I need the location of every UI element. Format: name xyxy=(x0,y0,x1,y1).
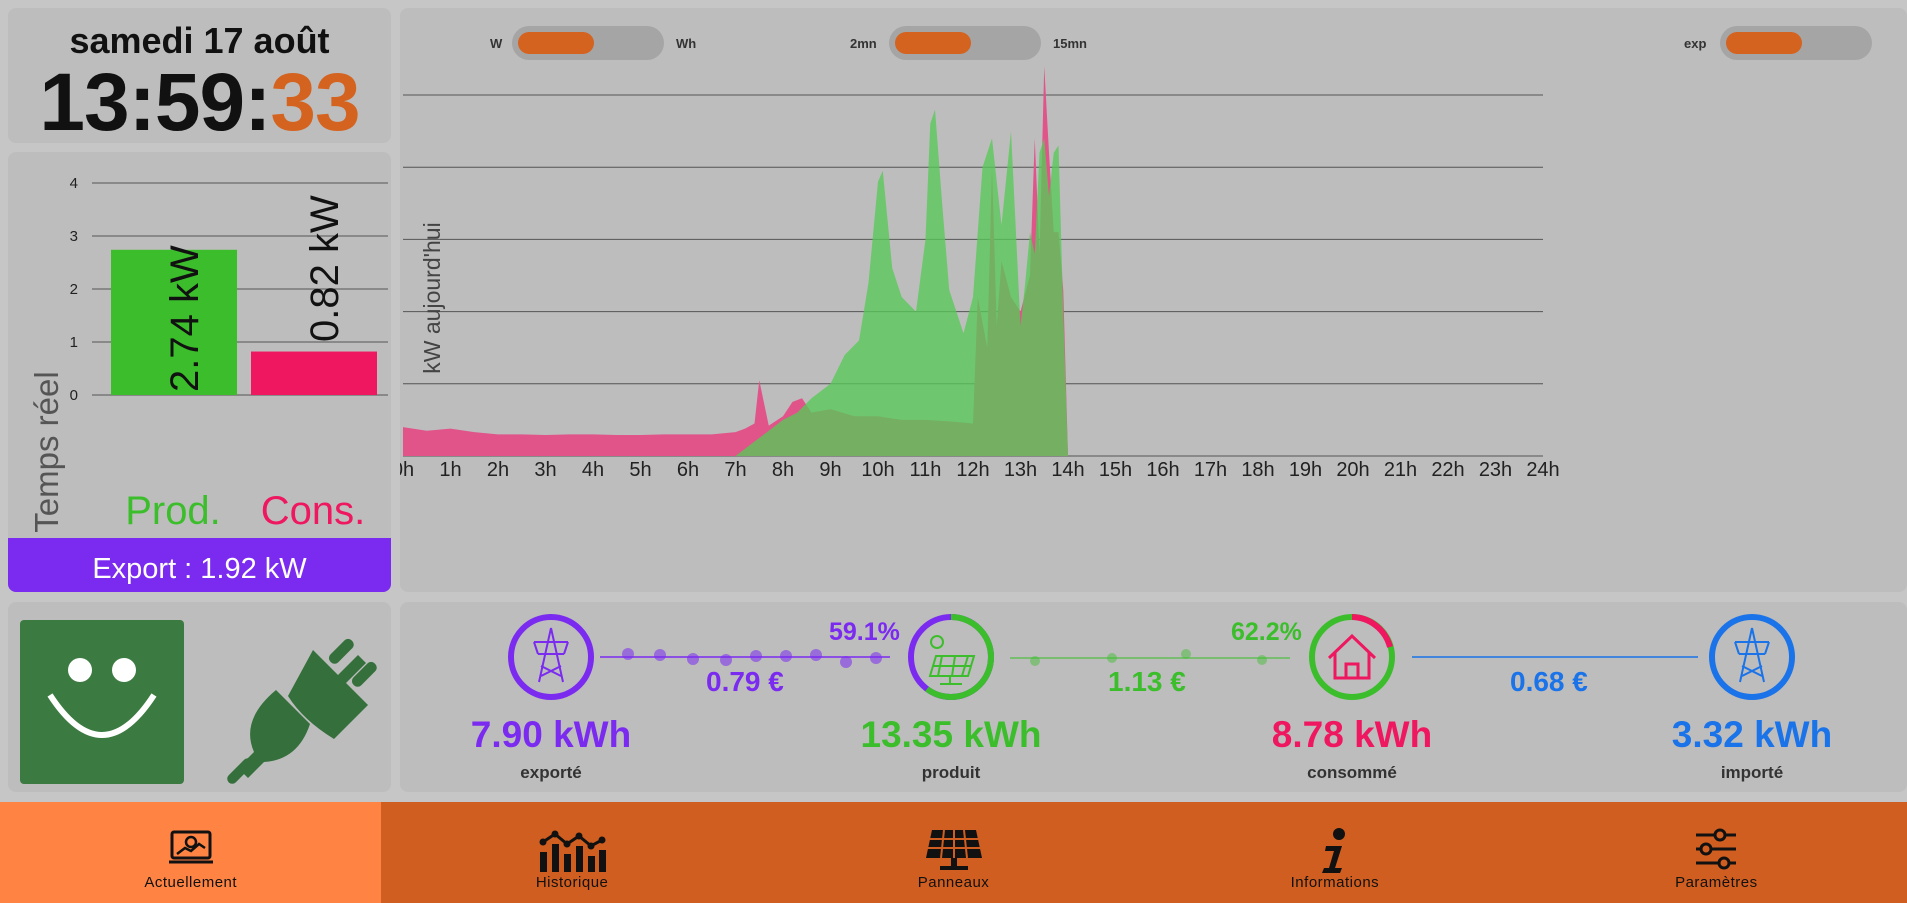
chart-x-tick: 20h xyxy=(1336,459,1369,481)
realtime-panel: 0 1 2 3 4 Temps réel 2.74 kW 0.82 kW Prod. C… xyxy=(8,152,391,592)
self-consumption-euro: 1.13 € xyxy=(1108,666,1186,697)
prod-bar xyxy=(111,249,237,395)
date: samedi 17 août xyxy=(69,20,330,61)
rt-tick-label: 0 xyxy=(70,387,78,404)
chart-x-tick: 12h xyxy=(956,459,989,481)
toggle-exp[interactable] xyxy=(1720,26,1872,60)
chart-x-tick: 10h xyxy=(861,459,894,481)
chart-x-tick: 22h xyxy=(1431,459,1464,481)
chart-x-tick: 4h xyxy=(582,459,604,481)
realtime-chart: 0 1 2 3 4 Temps réel 2.74 kW 0.82 kW Prod. C… xyxy=(28,175,388,533)
chart-x-tick: 15h xyxy=(1099,459,1132,481)
toggle-interval-left-label: 2mn xyxy=(850,36,877,51)
nav-label: Paramètres xyxy=(1675,874,1758,891)
nav-actuellement[interactable]: Actuellement xyxy=(0,802,382,903)
nav-label: Actuellement xyxy=(144,874,238,891)
solar-panel-node-icon xyxy=(906,612,996,702)
grid-export-icon xyxy=(506,612,596,702)
chart-x-tick: 16h xyxy=(1146,459,1179,481)
chart-x-tick: 18h xyxy=(1241,459,1274,481)
chart-x-tick: 13h xyxy=(1004,459,1037,481)
grid-import-icon xyxy=(1707,612,1797,702)
chart-x-tick: 3h xyxy=(534,459,556,481)
nav-informations[interactable]: Informations xyxy=(1144,802,1525,903)
flow-lines xyxy=(600,648,1698,668)
chart-x-tick: 8h xyxy=(772,459,794,481)
chart-x-tick: 2h xyxy=(487,459,509,481)
energy-summary-panel: 59.1% 62.2% 0.79 € 1.13 € 0.68 € 7.90 kW… xyxy=(400,602,1907,792)
toggle-knob xyxy=(1726,32,1802,54)
imported-label: importé xyxy=(1720,763,1784,782)
toggle-power-unit[interactable] xyxy=(512,26,664,60)
cons-value: 0.82 kW xyxy=(303,195,347,342)
smiley-icon xyxy=(20,620,184,784)
cons-bar xyxy=(251,351,377,395)
bottom-nav: Actuellement Historique Panneaux Informa… xyxy=(0,802,1907,903)
time: 13:59:33 xyxy=(8,62,391,144)
rt-tick-label: 1 xyxy=(70,334,78,351)
imported-kwh: 3.32 kWh xyxy=(1671,714,1833,755)
toggle-interval-right-label: 15mn xyxy=(1053,36,1087,51)
chart-x-tick: 11h xyxy=(910,459,942,481)
exported-label: exporté xyxy=(520,763,582,782)
export-percent: 59.1% xyxy=(829,618,900,646)
clock-panel: samedi 17 août 13:59:33 xyxy=(8,8,391,144)
nav-label: Panneaux xyxy=(917,874,990,891)
export-banner: Export : 1.92 kW xyxy=(8,538,391,592)
toggle-knob xyxy=(895,32,971,54)
rt-tick-label: 2 xyxy=(70,281,78,298)
time-seconds: 33 xyxy=(270,57,360,148)
house-icon xyxy=(1307,612,1397,702)
self-consumption-percent: 62.2% xyxy=(1231,618,1302,646)
nav-historique[interactable]: Historique xyxy=(381,802,762,903)
chart-x-tick: 23h xyxy=(1479,459,1512,481)
produced-kwh: 13.35 kWh xyxy=(860,714,1042,755)
toggle-exp-label: exp xyxy=(1684,36,1707,51)
status-panel xyxy=(8,602,391,792)
daily-chart-panel: W Wh 2mn 15mn exp 012345 0h1h2h3h4h5h6h7… xyxy=(400,8,1907,592)
rt-tick-label: 3 xyxy=(70,228,78,245)
chart-x-tick: 1h xyxy=(439,459,461,481)
chart-x-tick: 9h xyxy=(819,459,841,481)
daily-power-chart: 012345 0h1h2h3h4h5h6h7h8h9h10h11h12h13h1… xyxy=(400,66,1560,481)
chart-icon xyxy=(539,830,607,872)
nav-label: Informations xyxy=(1290,874,1380,891)
rt-tick-label: 4 xyxy=(70,175,78,192)
monitor-icon xyxy=(168,830,213,864)
chart-ylabel: kW aujourd'hui xyxy=(419,222,445,373)
produced-label: produit xyxy=(921,763,981,782)
plug-icon xyxy=(218,620,382,784)
toggle-power-left-label: W xyxy=(490,36,503,51)
info-icon xyxy=(1321,828,1345,873)
consumed-kwh: 8.78 kWh xyxy=(1271,714,1433,755)
chart-x-tick: 14h xyxy=(1051,459,1084,481)
toggle-power-right-label: Wh xyxy=(676,36,697,51)
chart-x-tick: 5h xyxy=(629,459,651,481)
chart-x-tick: 6h xyxy=(677,459,699,481)
cons-label: Cons. xyxy=(261,489,366,533)
export-euro: 0.79 € xyxy=(706,666,784,697)
chart-x-tick: 17h xyxy=(1194,459,1227,481)
nav-label: Historique xyxy=(535,874,609,891)
prod-value: 2.74 kW xyxy=(163,245,207,392)
toggle-interval[interactable] xyxy=(889,26,1041,60)
nav-parametres[interactable]: Paramètres xyxy=(1526,802,1907,903)
import-euro: 0.68 € xyxy=(1510,666,1588,697)
chart-series-area xyxy=(735,109,1068,456)
prod-label: Prod. xyxy=(125,489,221,533)
chart-x-tick: 24h xyxy=(1526,459,1559,481)
sliders-icon xyxy=(1696,828,1737,870)
realtime-axis-label: Temps réel xyxy=(28,371,65,532)
time-hours-minutes: 13:59: xyxy=(39,57,271,148)
chart-x-tick: 7h xyxy=(724,459,746,481)
consumed-label: consommé xyxy=(1307,763,1397,782)
exported-kwh: 7.90 kWh xyxy=(470,714,632,755)
chart-x-tick: 21h xyxy=(1384,459,1417,481)
solar-panel-icon xyxy=(925,829,982,870)
chart-x-tick: 19h xyxy=(1289,459,1322,481)
chart-x-tick: 0h xyxy=(400,459,414,481)
nav-panneaux[interactable]: Panneaux xyxy=(763,802,1144,903)
toggle-knob xyxy=(518,32,594,54)
